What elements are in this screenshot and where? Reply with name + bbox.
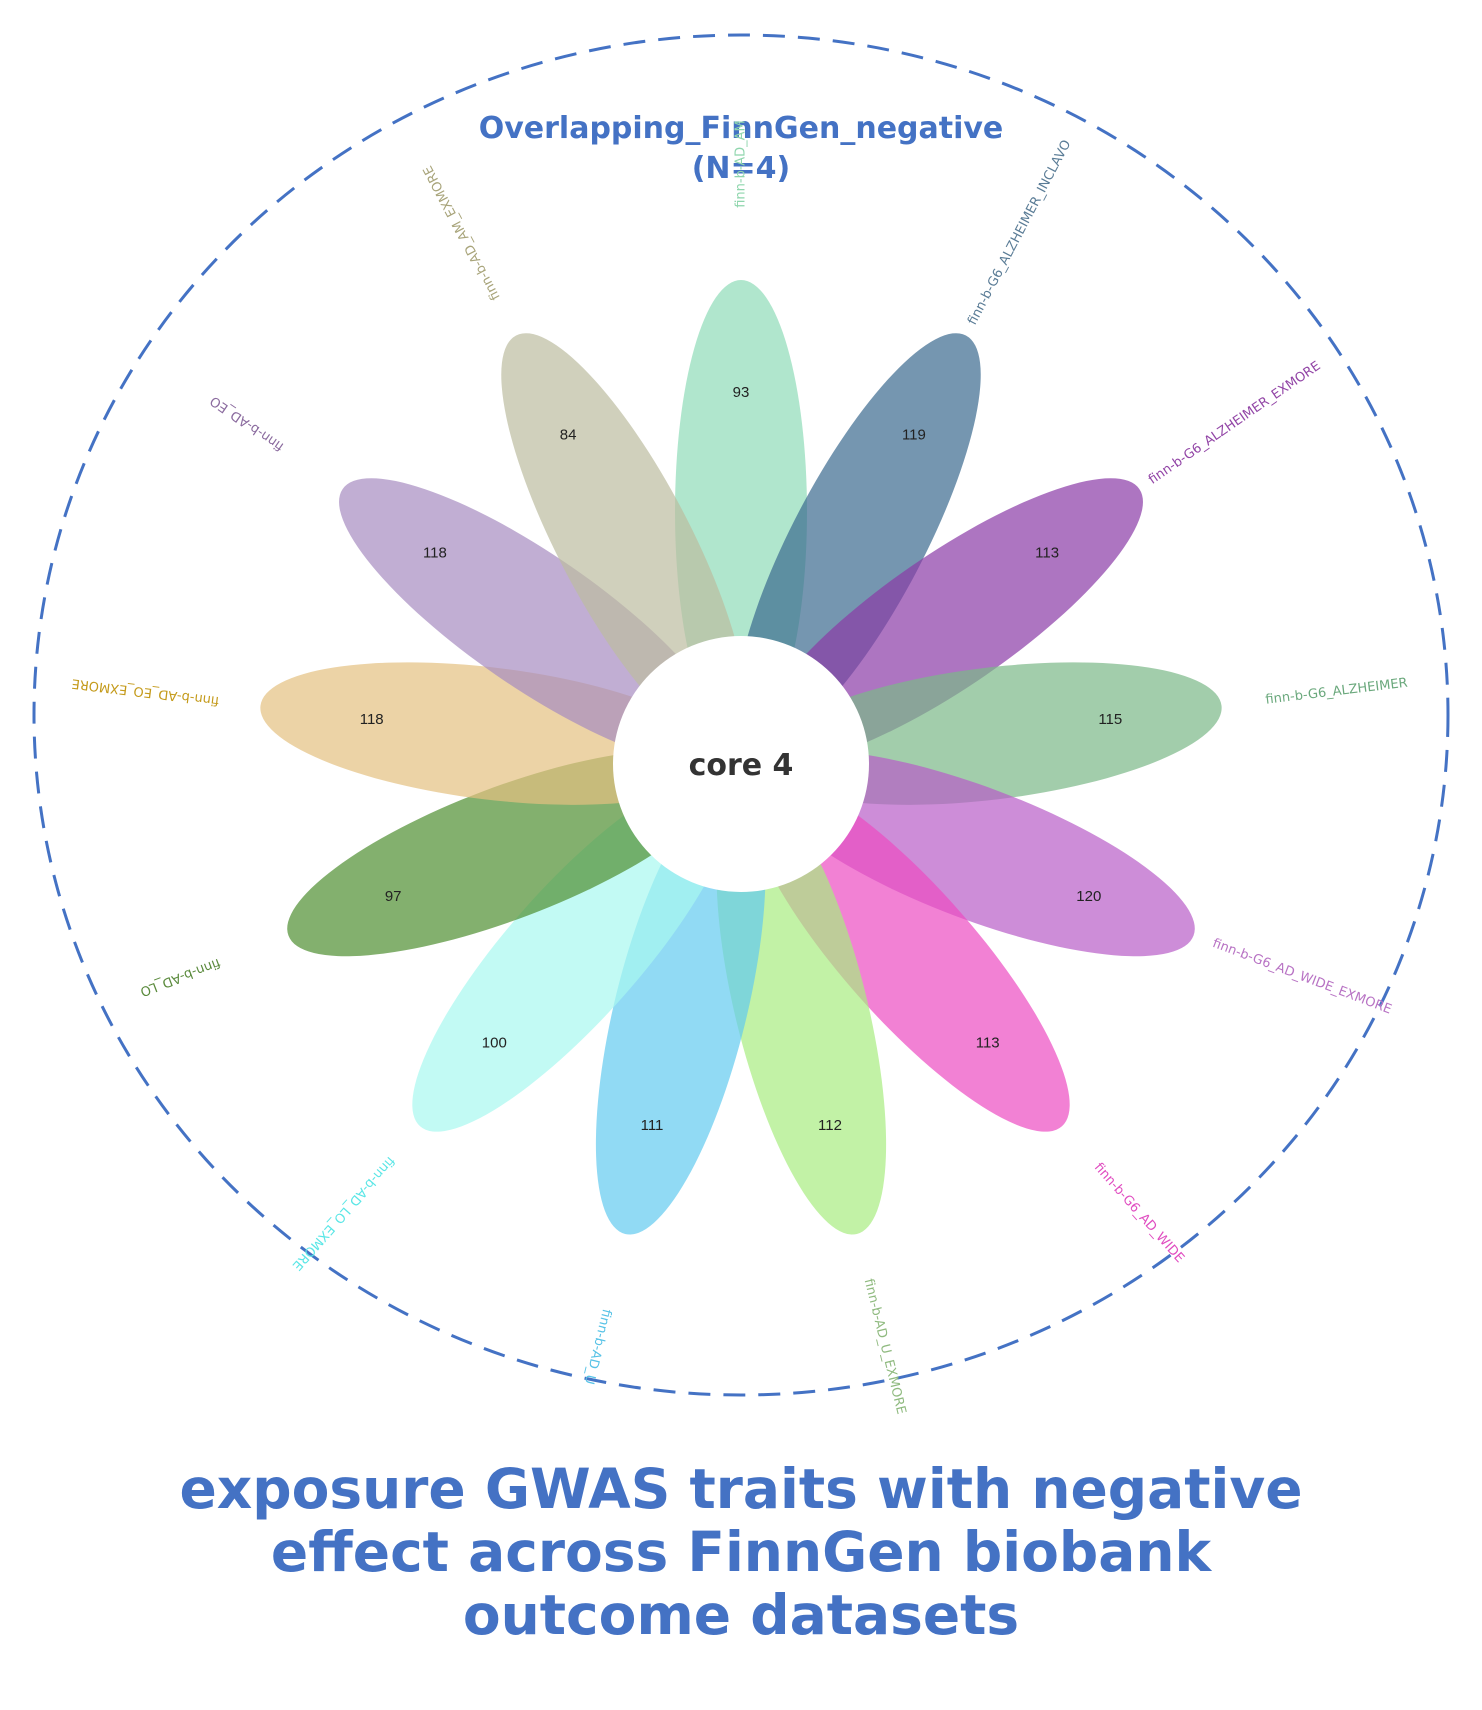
petal-count: 115 bbox=[1098, 711, 1122, 728]
petal bbox=[412, 773, 736, 1132]
trait-label: finn-b-G6_AD_WIDE bbox=[1091, 1160, 1187, 1266]
petal bbox=[339, 478, 729, 764]
petal-count: 118 bbox=[360, 711, 384, 728]
petal-count: 93 bbox=[733, 384, 750, 401]
trait-label: finn-b-AD_U bbox=[581, 1307, 614, 1385]
petal-counts-group: 93 119 113 115 120 113 112 111 100 97 118 118 84 bbox=[360, 384, 1123, 1134]
trait-label: finn-b-G6_ALZHEIMER bbox=[1265, 676, 1409, 708]
trait-label: finn-b-G6_ALZHEIMER_EXMORE bbox=[1146, 359, 1323, 488]
petal bbox=[746, 773, 1070, 1132]
trait-label: finn-b-AD_AM bbox=[734, 120, 749, 208]
figure-caption: exposure GWAS traits with negative effec… bbox=[0, 1458, 1482, 1647]
outer-dashed-circle bbox=[32, 33, 1450, 1397]
petal-count: 97 bbox=[385, 888, 402, 905]
diagram-subtitle: (N=4) bbox=[692, 151, 791, 186]
petal-count: 113 bbox=[1035, 545, 1059, 562]
petal-count: 84 bbox=[560, 427, 577, 444]
core-label: core 4 bbox=[689, 748, 794, 783]
trait-label: finn-b-AD_AM_EXMORE bbox=[421, 163, 504, 303]
petal bbox=[595, 782, 766, 1235]
petal bbox=[501, 333, 747, 749]
petal bbox=[735, 333, 981, 749]
petal bbox=[758, 750, 1195, 957]
petal-count: 111 bbox=[641, 1117, 664, 1134]
caption-line-1: exposure GWAS traits with negative bbox=[179, 1457, 1303, 1521]
petals-group bbox=[260, 280, 1222, 1235]
petal-count: 113 bbox=[976, 1034, 1000, 1051]
trait-label: finn-b-G6_ALZHEIMER_INCLAVO bbox=[965, 138, 1074, 328]
trait-label: finn-b-AD_LO bbox=[138, 955, 222, 999]
petal-count: 112 bbox=[818, 1117, 842, 1134]
petal-count: 119 bbox=[902, 427, 926, 444]
petal-count: 100 bbox=[482, 1034, 507, 1051]
petal bbox=[753, 478, 1143, 764]
trait-label: finn-b-AD_EO bbox=[208, 393, 287, 454]
caption-line-2: effect across FinnGen biobank bbox=[270, 1520, 1212, 1584]
petal-count: 120 bbox=[1076, 888, 1101, 905]
trait-label: finn-b-AD_LO_EXMORE bbox=[289, 1153, 398, 1273]
core-circle bbox=[613, 636, 869, 892]
diagram-title: Overlapping_FinnGen_negative bbox=[479, 111, 1004, 146]
trait-label: finn-b-G6_AD_WIDE_EXMORE bbox=[1210, 936, 1393, 1017]
caption-line-3: outcome datasets bbox=[462, 1583, 1020, 1647]
trait-label: finn-b-AD_U_EXMORE bbox=[861, 1277, 909, 1416]
trait-label: finn-b-AD_EO_EXMORE bbox=[71, 675, 220, 708]
petal-count: 118 bbox=[423, 545, 447, 562]
